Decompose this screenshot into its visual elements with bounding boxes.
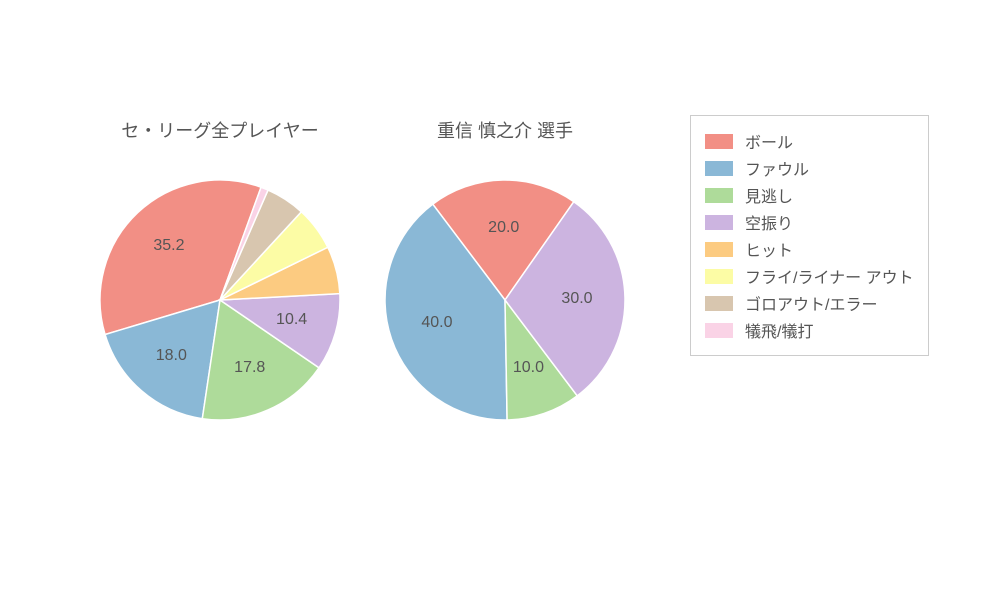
legend-item-fly: フライ/ライナー アウト [705, 264, 914, 288]
legend-label-ball: ボール [745, 129, 793, 153]
legend-item-sac: 犠飛/犠打 [705, 318, 914, 342]
legend-item-ground: ゴロアウト/エラー [705, 291, 914, 315]
pie-chart-league [100, 180, 340, 420]
legend-label-swing: 空振り [745, 210, 793, 234]
legend-swatch-hit [705, 242, 733, 257]
legend-item-swing: 空振り [705, 210, 914, 234]
legend: ボールファウル見逃し空振りヒットフライ/ライナー アウトゴロアウト/エラー犠飛/… [690, 115, 929, 356]
legend-item-hit: ヒット [705, 237, 914, 261]
legend-label-look: 見逃し [745, 183, 793, 207]
legend-label-ground: ゴロアウト/エラー [745, 291, 877, 315]
pie-title-league: セ・リーグ全プレイヤー [121, 117, 318, 143]
legend-label-hit: ヒット [745, 237, 793, 261]
legend-item-look: 見逃し [705, 183, 914, 207]
pie-title-player: 重信 慎之介 選手 [437, 117, 573, 143]
legend-label-fly: フライ/ライナー アウト [745, 264, 914, 288]
legend-swatch-ball [705, 134, 733, 149]
legend-swatch-fly [705, 269, 733, 284]
legend-swatch-look [705, 188, 733, 203]
legend-swatch-swing [705, 215, 733, 230]
legend-label-sac: 犠飛/犠打 [745, 318, 813, 342]
legend-item-ball: ボール [705, 129, 914, 153]
legend-swatch-sac [705, 323, 733, 338]
legend-swatch-ground [705, 296, 733, 311]
legend-label-foul: ファウル [745, 156, 809, 180]
pie-chart-player [385, 180, 625, 420]
legend-swatch-foul [705, 161, 733, 176]
legend-item-foul: ファウル [705, 156, 914, 180]
